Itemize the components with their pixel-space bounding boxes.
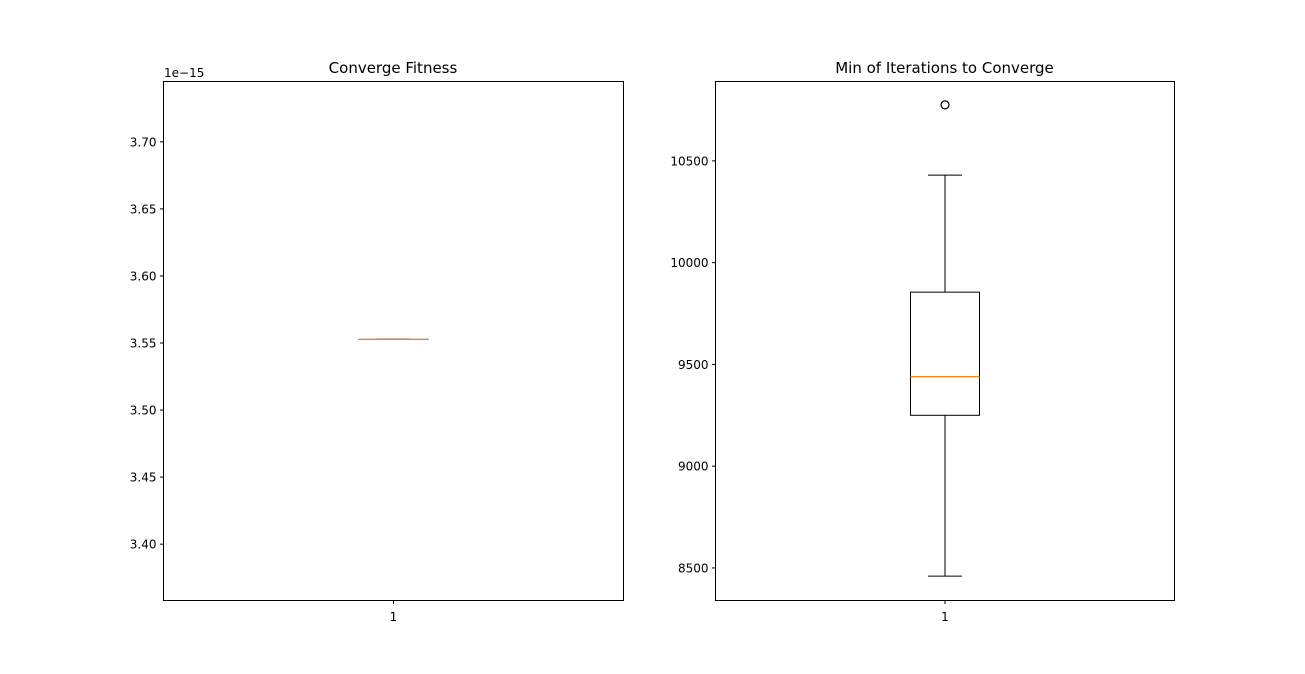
- converge-fitness-ytick-label: 3.65: [130, 202, 157, 216]
- iterations-ytick-label: 10500: [670, 154, 708, 168]
- converge-fitness-title: Converge Fitness: [329, 59, 458, 77]
- converge-fitness-ticks: 3.40 3.45 3.50 3.55 3.60 3.65 3.70 1: [130, 135, 398, 624]
- iterations-ytick-label: 8500: [678, 561, 709, 575]
- iterations-title: Min of Iterations to Converge: [835, 59, 1054, 77]
- converge-fitness-axes-frame: [163, 81, 624, 601]
- iterations-axes-frame: [715, 81, 1175, 601]
- iterations-xtick-label: 1: [941, 610, 949, 624]
- converge-fitness-ytick-label: 3.55: [130, 337, 157, 351]
- converge-fitness-ytick-label: 3.45: [130, 471, 157, 485]
- iterations-ytick-label: 9000: [678, 460, 709, 474]
- converge-fitness-ytick-label: 3.60: [130, 269, 157, 283]
- iterations-plot: Min of Iterations to Converge 8500 9000 95…: [670, 59, 1175, 624]
- converge-fitness-ytick-label: 3.70: [130, 135, 157, 149]
- converge-fitness-xtick-label: 1: [390, 610, 398, 624]
- converge-fitness-ytick-label: 3.40: [130, 538, 157, 552]
- iterations-box: [910, 291, 980, 416]
- iterations-marks: [910, 100, 980, 577]
- converge-fitness-plot: Converge Fitness 1e−15 3.403.453.503.553…: [130, 59, 624, 624]
- iterations-ytick-label: 10000: [670, 256, 708, 270]
- iterations-ytick-label: 9500: [678, 358, 709, 372]
- iterations-ticks: 8500 9000 9500 10000 10500 1: [670, 154, 949, 624]
- converge-fitness-ytick-label: 3.50: [130, 404, 157, 418]
- y-offset-label: 1e−15: [164, 66, 204, 80]
- iterations-outlier-point: [940, 100, 950, 110]
